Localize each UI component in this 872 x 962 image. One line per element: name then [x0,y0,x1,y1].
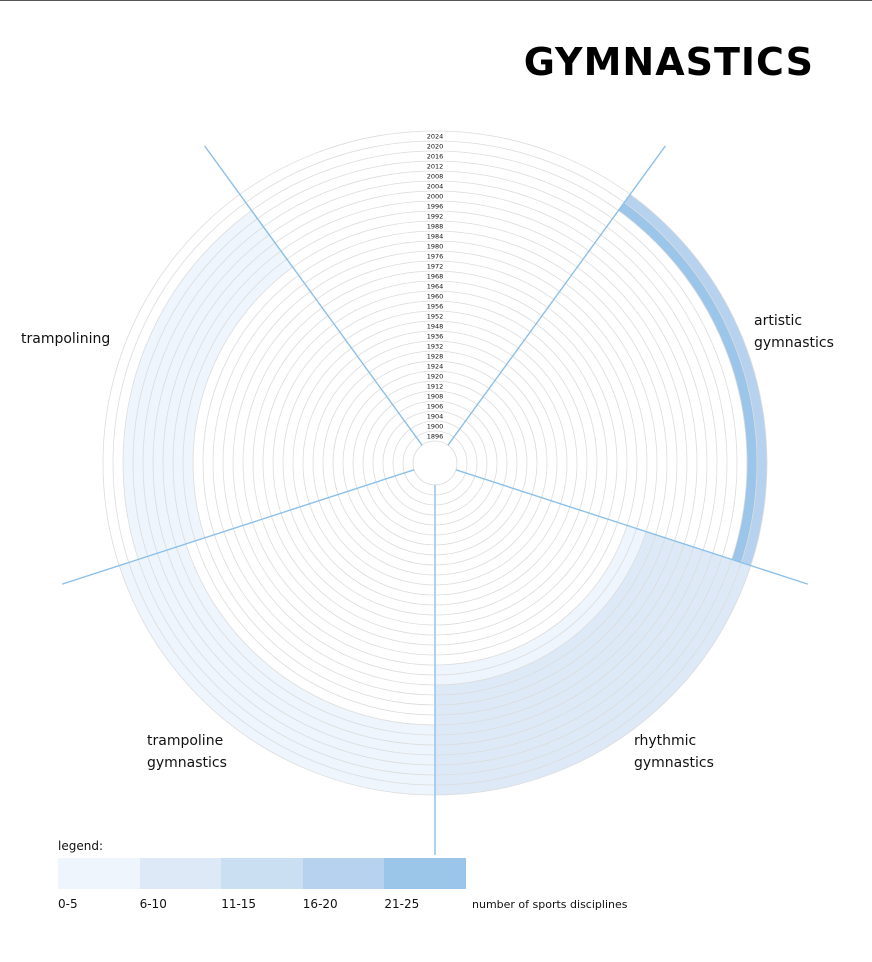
year-label: 2020 [427,142,444,150]
top-rule [0,0,872,1]
year-label: 2016 [427,152,444,160]
year-label: 2012 [427,162,444,170]
year-label: 1960 [427,292,444,300]
sector-label: artistic [754,313,802,329]
sector-label: gymnastics [634,755,714,771]
legend-tick-label: 6-10 [139,897,167,911]
year-label: 1996 [427,202,444,210]
year-label: 1906 [427,402,444,410]
legend-swatch [302,858,385,889]
band-1 [624,194,767,566]
year-label: 1980 [427,242,444,250]
legend-title: legend: [58,839,103,853]
chart-title: GYMNASTICS [523,40,814,84]
year-label: 1964 [427,282,444,290]
sector-divider [204,145,423,446]
year-label: 2004 [427,182,444,190]
legend-tick-label: 21-25 [384,897,420,911]
legend-tick-label: 11-15 [221,897,257,911]
year-label: 1992 [427,212,444,220]
year-label: 1956 [427,302,444,310]
legend-tick-label: 16-20 [302,897,338,911]
sector-divider [455,469,809,585]
year-label: 1904 [427,412,444,420]
year-label: 1976 [427,252,444,260]
year-label: 1948 [427,322,444,330]
legend-swatch [384,858,466,889]
year-label: 1952 [427,312,444,320]
sector-label: rhythmic [634,733,696,749]
legend-swatch [58,858,140,889]
legend-bar [58,858,466,889]
year-label: 1896 [427,432,444,440]
sector-divider [61,469,415,585]
year-label: 1924 [427,362,444,370]
band-5 [123,210,293,560]
year-label: 1908 [427,392,444,400]
band-4 [119,543,435,795]
year-label: 1988 [427,222,444,230]
sector-divider [447,145,666,446]
year-label: 2024 [427,132,444,140]
legend-unit-label: number of sports disciplines [472,898,628,911]
sector-label: trampoline [147,733,223,749]
year-label: 1920 [427,372,444,380]
year-ring [412,440,458,486]
year-label: 1968 [427,272,444,280]
sector-label: gymnastics [147,755,227,771]
year-label: 1932 [427,342,444,350]
legend-tick-label: 0-5 [58,897,78,911]
year-label: 1900 [427,422,444,430]
sector-label: trampolining [21,331,110,347]
sector-label: gymnastics [754,335,834,351]
legend-swatch [221,858,303,889]
year-label: 2008 [427,172,444,180]
year-label: 1972 [427,262,444,270]
legend-ticks: 0-5 6-10 11-15 16-20 21-25 [58,897,478,913]
year-label: 1912 [427,382,444,390]
band-0 [618,202,757,563]
year-label: 1936 [427,332,444,340]
year-label: 1928 [427,352,444,360]
legend-swatch [139,858,222,889]
band-3 [435,525,647,685]
year-label: 2000 [427,192,444,200]
year-label: 1984 [427,232,444,240]
